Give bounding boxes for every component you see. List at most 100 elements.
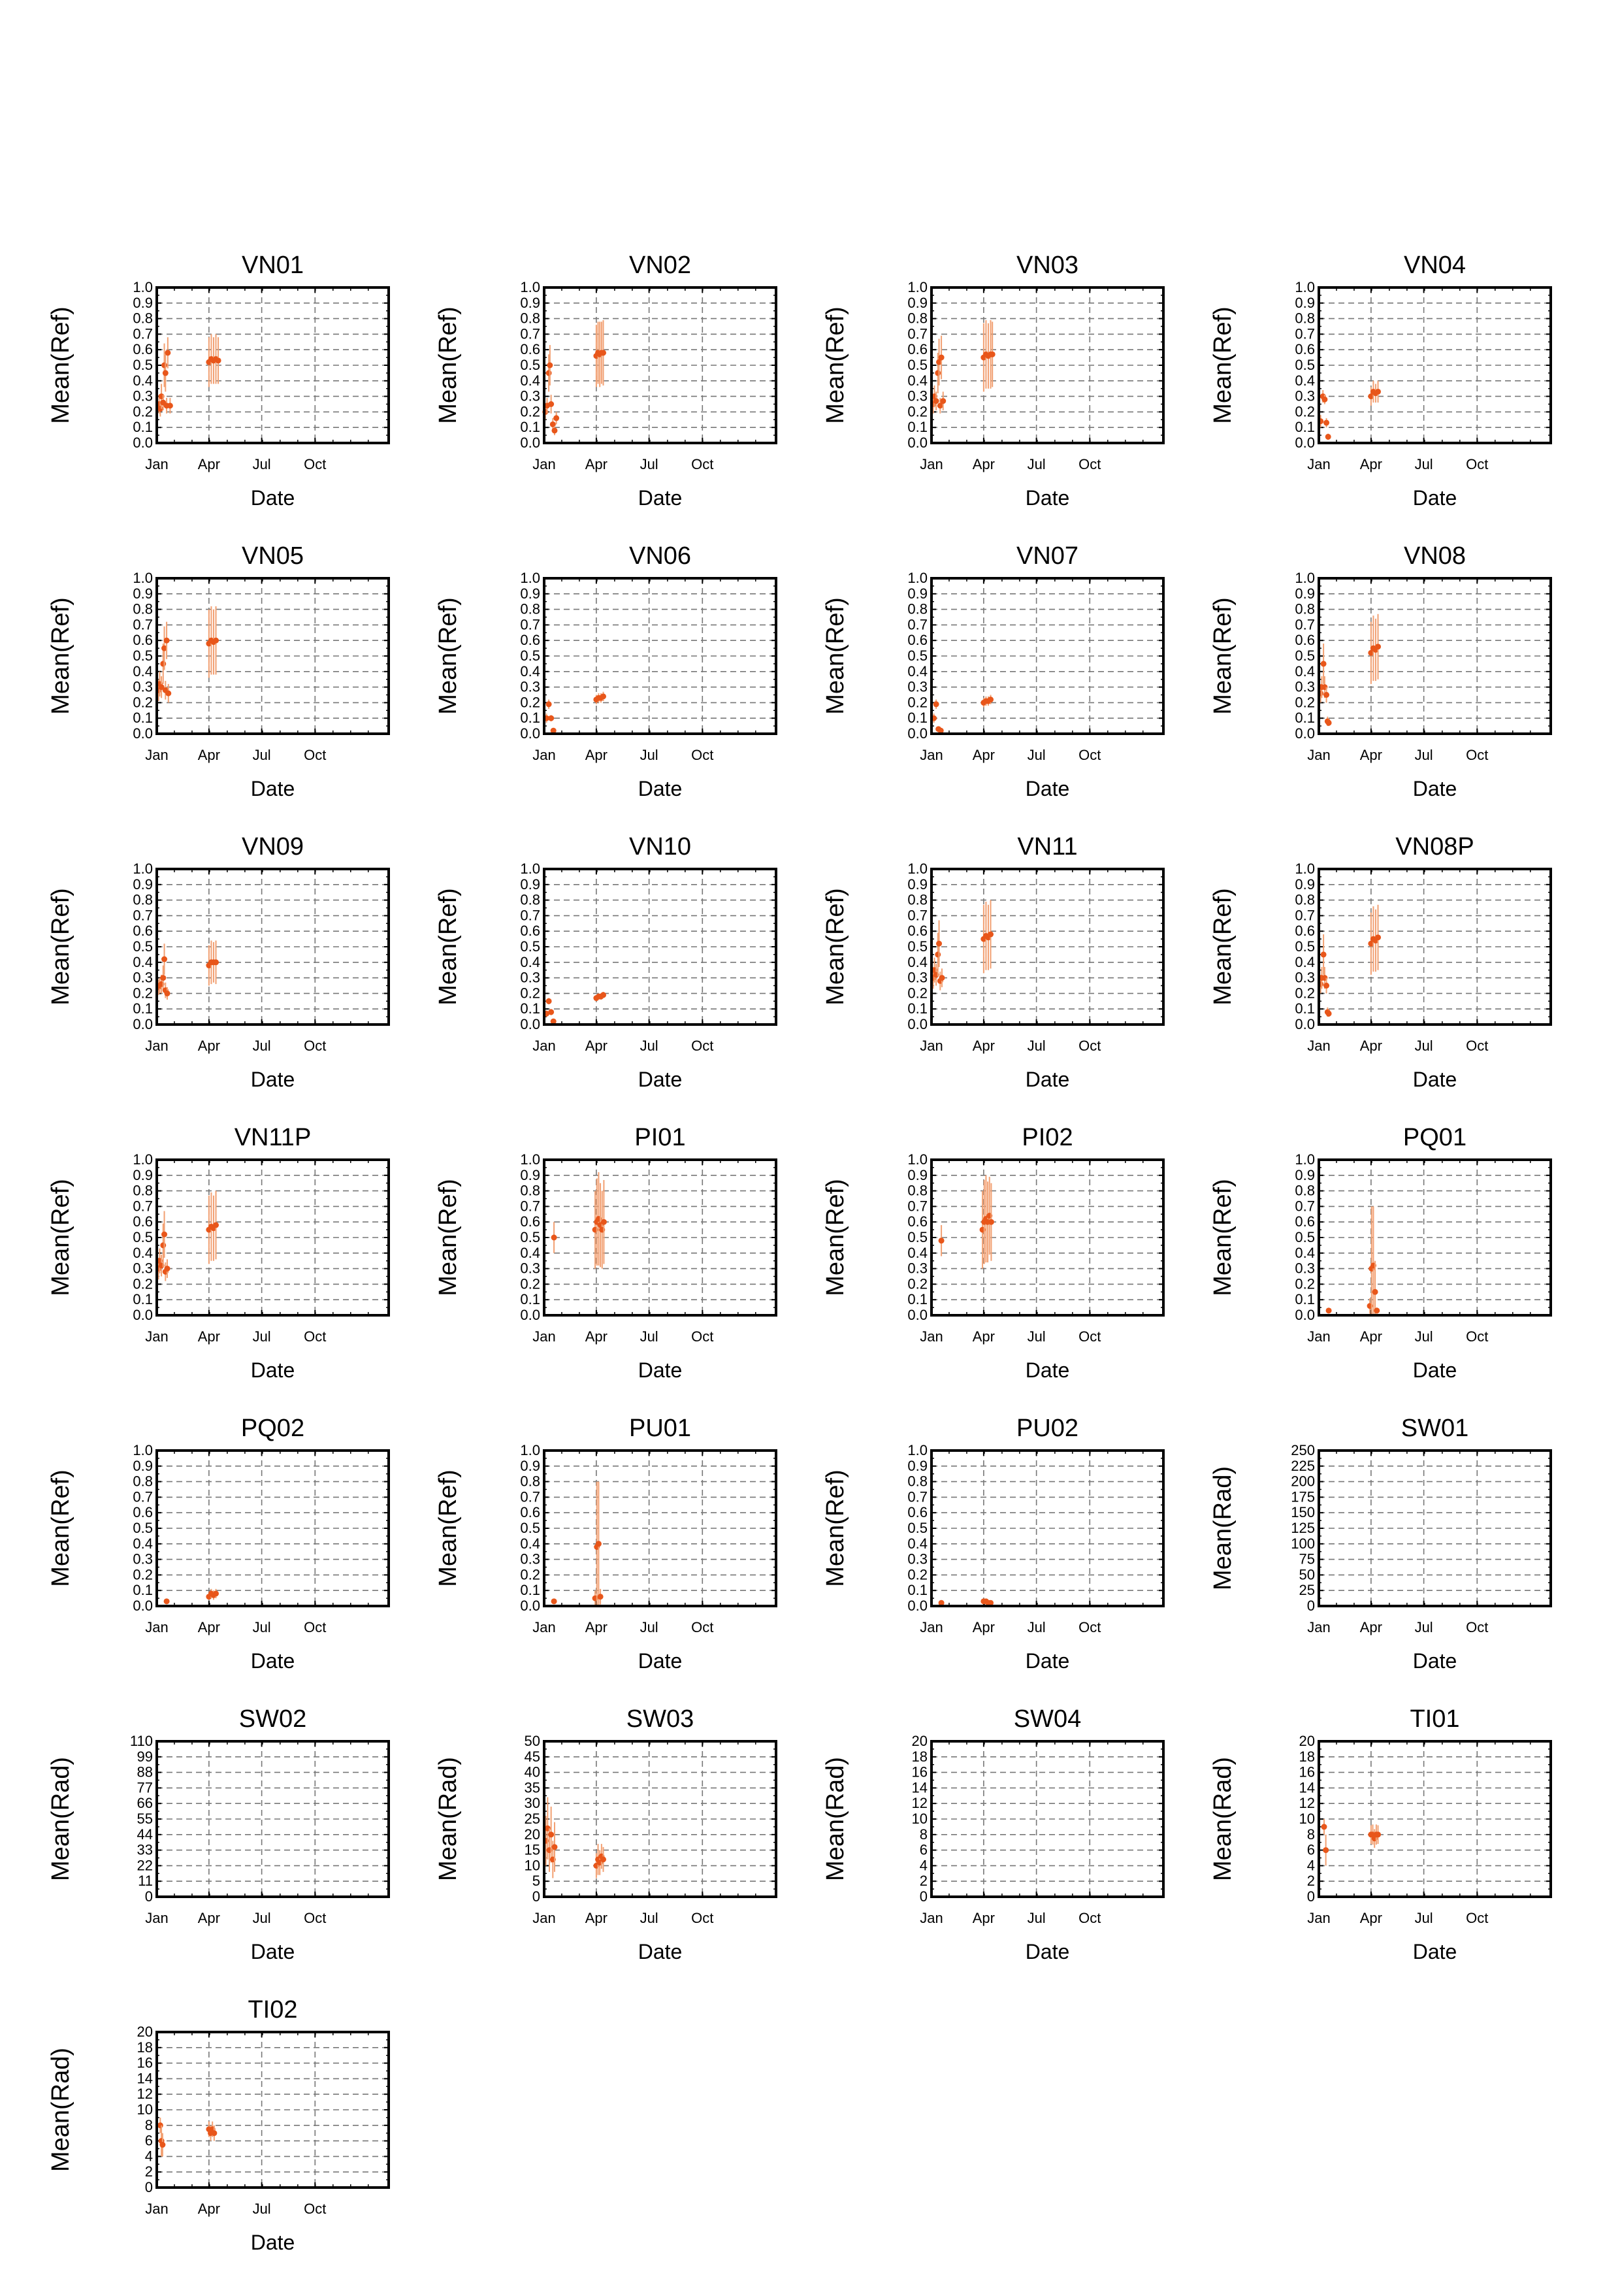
y-tick-label: 0.9 xyxy=(907,295,928,311)
x-tick-label: Oct xyxy=(1466,1910,1488,1926)
data-point xyxy=(548,1009,555,1015)
y-tick-label: 0.0 xyxy=(907,1307,928,1323)
y-tick-label: 0.4 xyxy=(133,954,153,970)
y-tick-label: 0.7 xyxy=(133,616,153,632)
y-tick-label: 8 xyxy=(145,2117,153,2133)
data-point xyxy=(545,370,552,376)
data-point xyxy=(1368,393,1374,400)
x-tick-label: Jul xyxy=(640,1619,658,1635)
plot-frame xyxy=(930,286,1165,444)
chart-panel-pu01: 0.00.10.20.30.40.50.60.70.80.91.0 Jan Apr J… xyxy=(434,1415,777,1673)
y-tick-label: 1.0 xyxy=(907,1442,928,1458)
data-point xyxy=(1374,1307,1380,1314)
y-axis-label: Mean(Rad) xyxy=(822,1757,849,1881)
data-point xyxy=(164,990,170,996)
y-tick-label: 14 xyxy=(137,2070,153,2086)
y-tick-label: 0.1 xyxy=(1295,419,1315,435)
y-tick-label: 0.1 xyxy=(1295,1000,1315,1017)
y-tick-label: 0.9 xyxy=(907,1167,928,1183)
y-tick-label: 0.1 xyxy=(520,710,540,726)
y-axis-label: Mean(Ref) xyxy=(434,1469,462,1587)
x-tick-label: Jul xyxy=(640,747,658,763)
x-tick-label: Jan xyxy=(920,747,943,763)
y-tick-label: 0.2 xyxy=(133,1275,153,1292)
y-tick-label: 20 xyxy=(1299,1733,1315,1749)
x-tick-label: Jan xyxy=(145,747,168,763)
plot-frame xyxy=(543,286,777,444)
y-tick-label: 0.1 xyxy=(520,1291,540,1307)
y-tick-label: 75 xyxy=(1299,1551,1315,1567)
x-tick-label: Apr xyxy=(585,1619,608,1635)
y-tick-label: 0.7 xyxy=(1295,907,1315,923)
data-point xyxy=(160,1242,167,1249)
y-tick-label: 0.3 xyxy=(520,1551,540,1567)
y-tick-label: 225 xyxy=(1291,1458,1315,1474)
x-axis-label: Date xyxy=(1026,777,1070,800)
data-point xyxy=(160,975,167,981)
x-tick-label: Oct xyxy=(1466,1328,1488,1345)
y-tick-label: 0.2 xyxy=(907,403,928,419)
y-tick-label: 0 xyxy=(1307,1598,1315,1614)
chart-panel-vn08p: 0.00.10.20.30.40.50.60.70.80.91.0 Jan Apr J… xyxy=(1209,833,1552,1091)
y-tick-label: 0.6 xyxy=(1295,1213,1315,1230)
y-tick-label: 0.4 xyxy=(133,1535,153,1552)
x-tick-label: Oct xyxy=(691,1619,713,1635)
chart-panel-vn11p: 0.00.10.20.30.40.50.60.70.80.91.0 Jan Apr J… xyxy=(47,1124,390,1382)
y-tick-label: 0.0 xyxy=(133,1016,153,1032)
chart-panel-vn07: 0.00.10.20.30.40.50.60.70.80.91.0 Jan Apr J… xyxy=(822,542,1165,800)
x-tick-label: Jan xyxy=(145,456,168,472)
y-tick-label: 25 xyxy=(525,1811,540,1827)
chart-title: VN08 xyxy=(1404,542,1466,570)
data-point xyxy=(1321,1824,1327,1830)
y-tick-label: 0.9 xyxy=(520,1458,540,1474)
plot-frame xyxy=(155,868,390,1026)
y-tick-label: 0.5 xyxy=(907,1229,928,1245)
x-tick-label: Jan xyxy=(1307,747,1330,763)
y-tick-label: 0.6 xyxy=(520,1504,540,1520)
x-tick-label: Jan xyxy=(532,1910,555,1926)
x-axis-label: Date xyxy=(638,486,683,510)
chart-title: VN01 xyxy=(242,252,304,279)
x-tick-label: Jan xyxy=(1307,1619,1330,1635)
data-point xyxy=(157,2122,163,2129)
x-tick-label: Jan xyxy=(920,456,943,472)
y-tick-label: 0.4 xyxy=(520,663,540,680)
x-axis-label: Date xyxy=(251,1940,295,1963)
data-point xyxy=(935,951,941,958)
y-tick-label: 0.8 xyxy=(907,601,928,617)
y-tick-label: 0.6 xyxy=(1295,923,1315,939)
y-tick-label: 0.4 xyxy=(1295,1245,1315,1261)
y-tick-label: 0.2 xyxy=(907,1275,928,1292)
y-tick-label: 0.2 xyxy=(1295,1275,1315,1292)
data-point xyxy=(213,1590,219,1597)
y-tick-label: 0.7 xyxy=(1295,616,1315,632)
y-tick-label: 0.4 xyxy=(907,1535,928,1552)
y-tick-label: 0.9 xyxy=(133,585,153,602)
y-tick-label: 0.5 xyxy=(133,938,153,955)
data-point xyxy=(160,661,167,667)
x-tick-label: Apr xyxy=(198,456,220,472)
x-tick-label: Jul xyxy=(1028,456,1046,472)
data-point xyxy=(937,727,944,734)
y-tick-label: 0.2 xyxy=(520,694,540,710)
data-point xyxy=(211,2130,218,2137)
y-tick-label: 1.0 xyxy=(133,861,153,877)
y-tick-label: 0.4 xyxy=(1295,372,1315,389)
y-tick-label: 0.4 xyxy=(133,1245,153,1261)
y-tick-label: 0.8 xyxy=(1295,1183,1315,1199)
y-tick-label: 0.1 xyxy=(133,1000,153,1017)
chart-title: PQ01 xyxy=(1403,1124,1466,1151)
x-tick-label: Oct xyxy=(691,1910,713,1926)
y-tick-label: 0.9 xyxy=(133,876,153,893)
data-point xyxy=(161,1231,168,1238)
x-tick-label: Apr xyxy=(973,1910,995,1926)
chart-title: VN11 xyxy=(1017,833,1077,861)
y-tick-label: 50 xyxy=(525,1733,540,1749)
chart-title: VN09 xyxy=(242,833,304,861)
y-axis-label: Mean(Ref) xyxy=(434,888,462,1006)
chart-title: VN10 xyxy=(629,833,691,861)
x-tick-label: Apr xyxy=(198,2201,220,2217)
x-tick-label: Jan xyxy=(1307,1910,1330,1926)
y-tick-label: 0.6 xyxy=(907,341,928,357)
